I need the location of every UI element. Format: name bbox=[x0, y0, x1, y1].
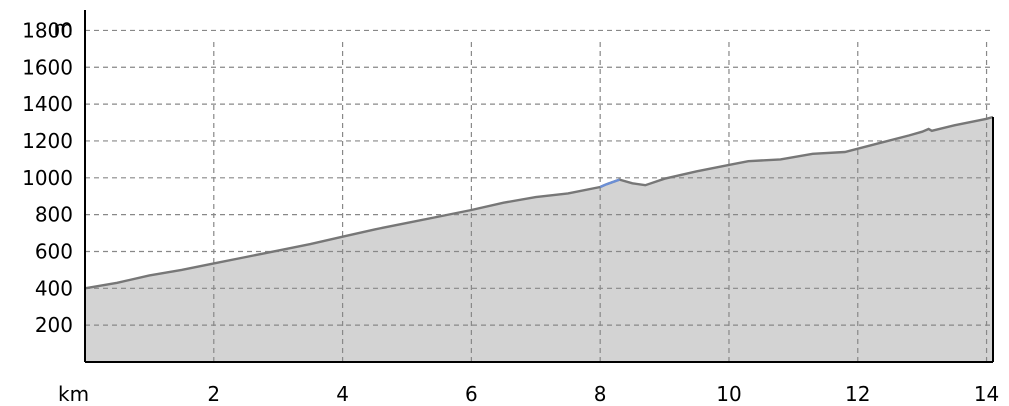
x-tick-labels: 2 4 6 8 10 12 14 bbox=[207, 382, 999, 406]
y-tick-label: 1400 bbox=[22, 92, 73, 116]
y-tick-label: 1800 bbox=[22, 18, 73, 42]
elevation-area bbox=[85, 117, 993, 362]
y-tick-label: 1000 bbox=[22, 166, 73, 190]
x-tick-label: 12 bbox=[845, 382, 870, 406]
x-tick-label: 4 bbox=[336, 382, 349, 406]
highlight-segment bbox=[599, 178, 620, 189]
y-tick-label: 800 bbox=[35, 203, 73, 227]
grid-lines-overlay bbox=[85, 29, 993, 362]
x-tick-label: 14 bbox=[974, 382, 999, 406]
x-tick-label: 2 bbox=[207, 382, 220, 406]
x-tick-label: 6 bbox=[465, 382, 478, 406]
y-axis-label: m bbox=[54, 16, 73, 40]
x-tick-label: 10 bbox=[716, 382, 741, 406]
y-tick-label: 200 bbox=[35, 313, 73, 337]
y-tick-labels: 200 400 600 800 1000 1200 1400 1600 1800 bbox=[22, 18, 73, 337]
y-tick-label: 1200 bbox=[22, 129, 73, 153]
y-tick-label: 1600 bbox=[22, 55, 73, 79]
x-tick-label: 8 bbox=[594, 382, 607, 406]
y-tick-label: 600 bbox=[35, 239, 73, 263]
x-axis-label: km bbox=[58, 382, 89, 406]
y-tick-label: 400 bbox=[35, 276, 73, 300]
